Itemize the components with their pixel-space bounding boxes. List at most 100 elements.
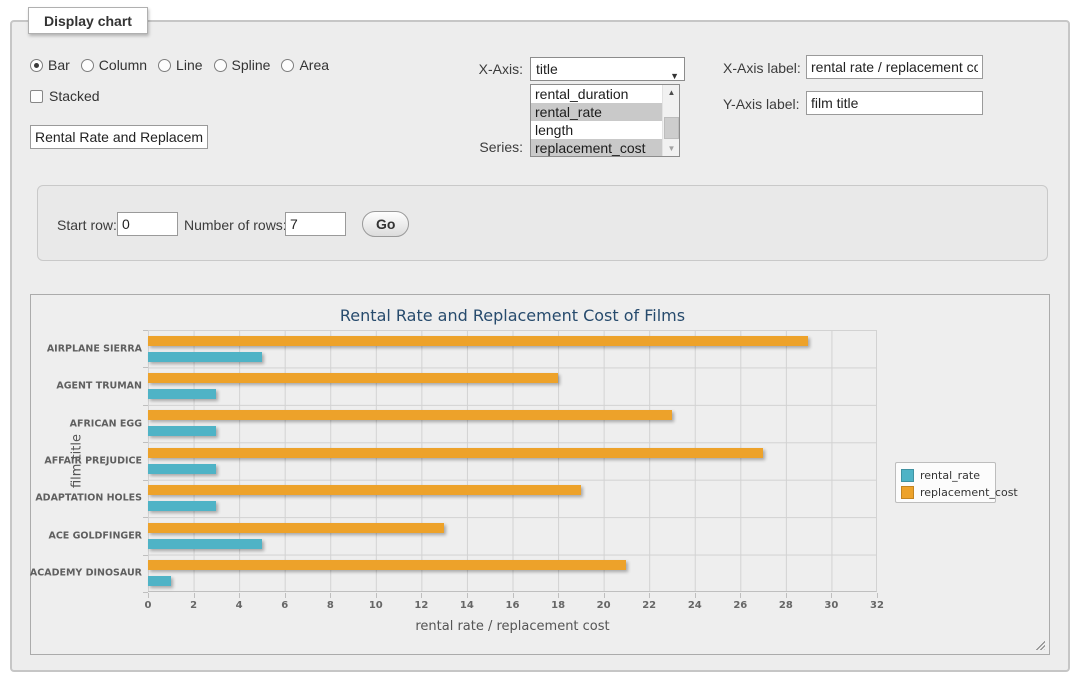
bar-replacement_cost[interactable] bbox=[148, 336, 808, 346]
bar-replacement_cost[interactable] bbox=[148, 410, 672, 420]
number-of-rows-label: Number of rows: bbox=[184, 217, 287, 233]
radio-icon[interactable] bbox=[214, 59, 227, 72]
legend-item-replacement_cost[interactable]: replacement_cost bbox=[901, 484, 995, 500]
x-tick-mark bbox=[148, 593, 149, 598]
y-tick-mark bbox=[143, 480, 148, 481]
series-option-rental_rate[interactable]: rental_rate bbox=[531, 103, 663, 121]
series-option-rental_duration[interactable]: rental_duration bbox=[531, 85, 663, 103]
radio-label: Column bbox=[99, 57, 147, 73]
x-axis-label-input[interactable] bbox=[806, 55, 983, 79]
x-tick-label: 18 bbox=[551, 600, 565, 611]
x-tick-label: 24 bbox=[688, 600, 702, 611]
resize-grip-icon[interactable] bbox=[1034, 639, 1045, 650]
start-row-label: Start row: bbox=[57, 217, 117, 233]
category-label: ADAPTATION HOLES bbox=[35, 493, 142, 504]
y-tick-mark bbox=[143, 367, 148, 368]
chart-type-radio-group: Bar Column Line Spline Area bbox=[30, 57, 340, 73]
category-label: AIRPLANE SIERRA bbox=[47, 343, 142, 354]
series-listbox-label: Series: bbox=[400, 139, 523, 155]
category-label: ACE GOLDFINGER bbox=[48, 530, 142, 541]
stacked-checkbox-row[interactable]: Stacked bbox=[30, 88, 100, 104]
y-tick-mark bbox=[143, 442, 148, 443]
legend-item-rental_rate[interactable]: rental_rate bbox=[901, 467, 995, 483]
radio-label: Area bbox=[299, 57, 329, 73]
page: Display chart BarColumnLineSplineArea St… bbox=[0, 0, 1081, 681]
y-axis-label-input[interactable] bbox=[806, 91, 983, 115]
y-tick-mark bbox=[143, 405, 148, 406]
bar-replacement_cost[interactable] bbox=[148, 560, 626, 570]
scrollbar-thumb[interactable] bbox=[664, 117, 679, 139]
x-tick-mark bbox=[239, 593, 240, 598]
x-axis-select[interactable]: title ▼ bbox=[530, 57, 685, 81]
x-tick-label: 0 bbox=[145, 600, 152, 611]
series-listbox[interactable]: rental_durationrental_ratelengthreplacem… bbox=[530, 84, 680, 157]
chart-type-radio-column[interactable]: Column bbox=[81, 57, 147, 73]
x-tick-label: 6 bbox=[281, 600, 288, 611]
x-tick-label: 2 bbox=[190, 600, 197, 611]
start-row-input[interactable] bbox=[117, 212, 178, 236]
stacked-label: Stacked bbox=[49, 88, 100, 104]
chart-type-radio-area[interactable]: Area bbox=[281, 57, 329, 73]
chart-type-radio-spline[interactable]: Spline bbox=[214, 57, 271, 73]
chart-legend: rental_rate replacement_cost bbox=[895, 462, 996, 503]
x-tick-mark bbox=[285, 593, 286, 598]
x-tick-mark bbox=[467, 593, 468, 598]
scroll-down-icon[interactable]: ▼ bbox=[663, 141, 680, 156]
bar-replacement_cost[interactable] bbox=[148, 448, 763, 458]
x-tick-mark bbox=[421, 593, 422, 598]
x-tick-mark bbox=[376, 593, 377, 598]
y-tick-mark bbox=[143, 330, 148, 331]
radio-icon[interactable] bbox=[281, 59, 294, 72]
bar-rental_rate[interactable] bbox=[148, 426, 216, 436]
bar-rental_rate[interactable] bbox=[148, 576, 171, 586]
x-tick-label: 16 bbox=[506, 600, 520, 611]
radio-label: Line bbox=[176, 57, 202, 73]
bar-replacement_cost[interactable] bbox=[148, 523, 444, 533]
x-tick-label: 22 bbox=[642, 600, 656, 611]
x-axis-label-label: X-Axis label: bbox=[723, 60, 801, 76]
chart-type-radio-line[interactable]: Line bbox=[158, 57, 202, 73]
bar-rental_rate[interactable] bbox=[148, 501, 216, 511]
x-tick-mark bbox=[330, 593, 331, 598]
series-listbox-options: rental_durationrental_ratelengthreplacem… bbox=[531, 85, 679, 157]
number-of-rows-input[interactable] bbox=[285, 212, 346, 236]
y-tick-mark bbox=[143, 555, 148, 556]
series-option-length[interactable]: length bbox=[531, 121, 663, 139]
x-tick-label: 10 bbox=[369, 600, 383, 611]
y-axis-label-label: Y-Axis label: bbox=[723, 96, 800, 112]
radio-icon[interactable] bbox=[81, 59, 94, 72]
x-tick-label: 4 bbox=[236, 600, 243, 611]
bar-rental_rate[interactable] bbox=[148, 352, 262, 362]
bar-replacement_cost[interactable] bbox=[148, 485, 581, 495]
x-tick-label: 28 bbox=[779, 600, 793, 611]
x-axis-select-label: X-Axis: bbox=[400, 61, 523, 77]
stacked-checkbox-icon[interactable] bbox=[30, 90, 43, 103]
radio-icon[interactable] bbox=[158, 59, 171, 72]
x-tick-label: 8 bbox=[327, 600, 334, 611]
category-label: AFFAIR PREJUDICE bbox=[44, 456, 142, 467]
series-list-scrollbar[interactable]: ▲ ▼ bbox=[662, 85, 679, 156]
bar-rental_rate[interactable] bbox=[148, 389, 216, 399]
y-tick-mark bbox=[143, 517, 148, 518]
bar-rental_rate[interactable] bbox=[148, 464, 216, 474]
x-tick-mark bbox=[649, 593, 650, 598]
legend-label: rental_rate bbox=[920, 469, 980, 482]
x-tick-label: 14 bbox=[460, 600, 474, 611]
category-label: ACADEMY DINOSAUR bbox=[30, 568, 142, 579]
scroll-up-icon[interactable]: ▲ bbox=[663, 85, 680, 100]
legend-label: replacement_cost bbox=[920, 486, 1018, 499]
x-tick-mark bbox=[831, 593, 832, 598]
x-tick-label: 20 bbox=[597, 600, 611, 611]
bar-rental_rate[interactable] bbox=[148, 539, 262, 549]
go-button[interactable]: Go bbox=[362, 211, 409, 237]
radio-icon[interactable] bbox=[30, 59, 43, 72]
x-tick-mark bbox=[558, 593, 559, 598]
chart-type-radio-bar[interactable]: Bar bbox=[30, 57, 70, 73]
radio-label: Bar bbox=[48, 57, 70, 73]
series-option-replacement_cost[interactable]: replacement_cost bbox=[531, 139, 663, 157]
x-tick-label: 30 bbox=[824, 600, 838, 611]
x-tick-mark bbox=[604, 593, 605, 598]
x-tick-mark bbox=[877, 593, 878, 598]
bar-replacement_cost[interactable] bbox=[148, 373, 558, 383]
chart-title-input[interactable] bbox=[30, 125, 208, 149]
